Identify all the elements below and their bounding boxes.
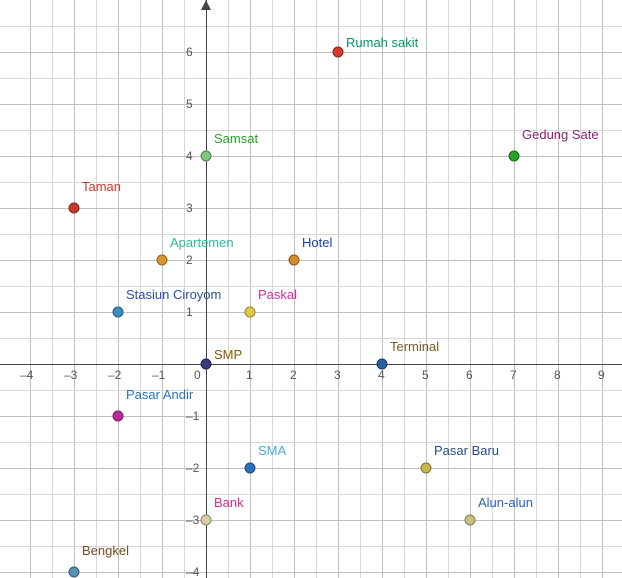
grid-line-vertical xyxy=(580,0,581,578)
x-tick-label: 6 xyxy=(466,368,473,382)
label-taman: Taman xyxy=(82,179,121,194)
point-sma xyxy=(245,463,256,474)
grid-line-vertical xyxy=(448,0,449,578)
y-tick-label: 2 xyxy=(186,253,193,267)
x-tick-label: 9 xyxy=(598,368,605,382)
point-bank xyxy=(201,515,212,526)
point-alun-alun xyxy=(465,515,476,526)
y-tick-label: 5 xyxy=(186,97,193,111)
x-tick-label: –3 xyxy=(64,368,77,382)
grid-line-horizontal xyxy=(0,26,622,27)
grid-line-vertical xyxy=(118,0,119,578)
grid-line-vertical xyxy=(426,0,427,578)
x-axis xyxy=(0,364,622,366)
grid-line-vertical xyxy=(250,0,251,578)
y-tick-label: –1 xyxy=(186,409,199,423)
grid-line-horizontal xyxy=(0,520,622,521)
label-paskal: Paskal xyxy=(258,287,297,302)
point-stasiun xyxy=(113,307,124,318)
grid-line-horizontal xyxy=(0,572,622,573)
label-stasiun: Stasiun Ciroyom xyxy=(126,287,221,302)
label-gedung-sate: Gedung Sate xyxy=(522,127,599,142)
label-alun-alun: Alun-alun xyxy=(478,495,533,510)
grid-line-horizontal xyxy=(0,52,622,53)
x-tick-label: 2 xyxy=(290,368,297,382)
y-tick-label: 1 xyxy=(186,305,193,319)
x-tick-label: 1 xyxy=(246,368,253,382)
y-tick-label: 4 xyxy=(186,149,193,163)
grid-line-horizontal xyxy=(0,416,622,417)
y-tick-label: –4 xyxy=(186,565,199,578)
y-tick-label: 3 xyxy=(186,201,193,215)
grid-line-vertical xyxy=(514,0,515,578)
y-tick-label: –2 xyxy=(186,461,199,475)
coordinate-chart: –4–3–2–1012345678910–5–4–3–2–1123456SMPR… xyxy=(0,0,622,578)
grid-line-vertical xyxy=(52,0,53,578)
grid-line-horizontal xyxy=(0,208,622,209)
grid-line-vertical xyxy=(470,0,471,578)
point-paskal xyxy=(245,307,256,318)
y-axis-arrow-icon xyxy=(201,0,211,10)
grid-line-horizontal xyxy=(0,338,622,339)
label-terminal: Terminal xyxy=(390,339,439,354)
grid-line-vertical xyxy=(536,0,537,578)
point-bengkel xyxy=(69,567,80,578)
label-samsat: Samsat xyxy=(214,131,258,146)
label-rumah-sakit: Rumah sakit xyxy=(346,35,418,50)
x-tick-label: 8 xyxy=(554,368,561,382)
point-gedung-sate xyxy=(509,151,520,162)
grid-line-horizontal xyxy=(0,156,622,157)
label-bank: Bank xyxy=(214,495,244,510)
grid-line-vertical xyxy=(30,0,31,578)
label-smp: SMP xyxy=(214,347,242,362)
y-tick-label: 6 xyxy=(186,45,193,59)
grid-line-vertical xyxy=(382,0,383,578)
grid-line-vertical xyxy=(96,0,97,578)
grid-line-horizontal xyxy=(0,442,622,443)
x-tick-label: –4 xyxy=(20,368,33,382)
grid-line-horizontal xyxy=(0,260,622,261)
label-bengkel: Bengkel xyxy=(82,543,129,558)
grid-line-vertical xyxy=(492,0,493,578)
label-sma: SMA xyxy=(258,443,286,458)
grid-line-vertical xyxy=(360,0,361,578)
grid-line-vertical xyxy=(404,0,405,578)
x-tick-label: 3 xyxy=(334,368,341,382)
point-smp xyxy=(201,359,212,370)
grid-line-vertical xyxy=(316,0,317,578)
label-hotel: Hotel xyxy=(302,235,332,250)
point-pasar-baru xyxy=(421,463,432,474)
point-apartemen xyxy=(157,255,168,266)
grid-line-horizontal xyxy=(0,78,622,79)
point-hotel xyxy=(289,255,300,266)
point-terminal xyxy=(377,359,388,370)
y-tick-label: –3 xyxy=(186,513,199,527)
x-tick-label: –2 xyxy=(108,368,121,382)
grid-line-horizontal xyxy=(0,468,622,469)
grid-line-horizontal xyxy=(0,312,622,313)
grid-line-vertical xyxy=(74,0,75,578)
label-pasar-andir: Pasar Andir xyxy=(126,387,193,402)
x-tick-label: 5 xyxy=(422,368,429,382)
x-tick-label: –1 xyxy=(152,368,165,382)
x-tick-label: 7 xyxy=(510,368,517,382)
label-apartemen: Apartemen xyxy=(170,235,234,250)
grid-line-vertical xyxy=(558,0,559,578)
grid-line-vertical xyxy=(602,0,603,578)
grid-line-vertical xyxy=(338,0,339,578)
grid-line-vertical xyxy=(228,0,229,578)
point-taman xyxy=(69,203,80,214)
point-pasar-andir xyxy=(113,411,124,422)
tick-label-origin: 0 xyxy=(194,368,201,382)
point-samsat xyxy=(201,151,212,162)
point-rumah-sakit xyxy=(333,47,344,58)
x-tick-label: 4 xyxy=(378,368,385,382)
grid-line-horizontal xyxy=(0,390,622,391)
grid-line-horizontal xyxy=(0,286,622,287)
label-pasar-baru: Pasar Baru xyxy=(434,443,499,458)
grid-line-horizontal xyxy=(0,104,622,105)
